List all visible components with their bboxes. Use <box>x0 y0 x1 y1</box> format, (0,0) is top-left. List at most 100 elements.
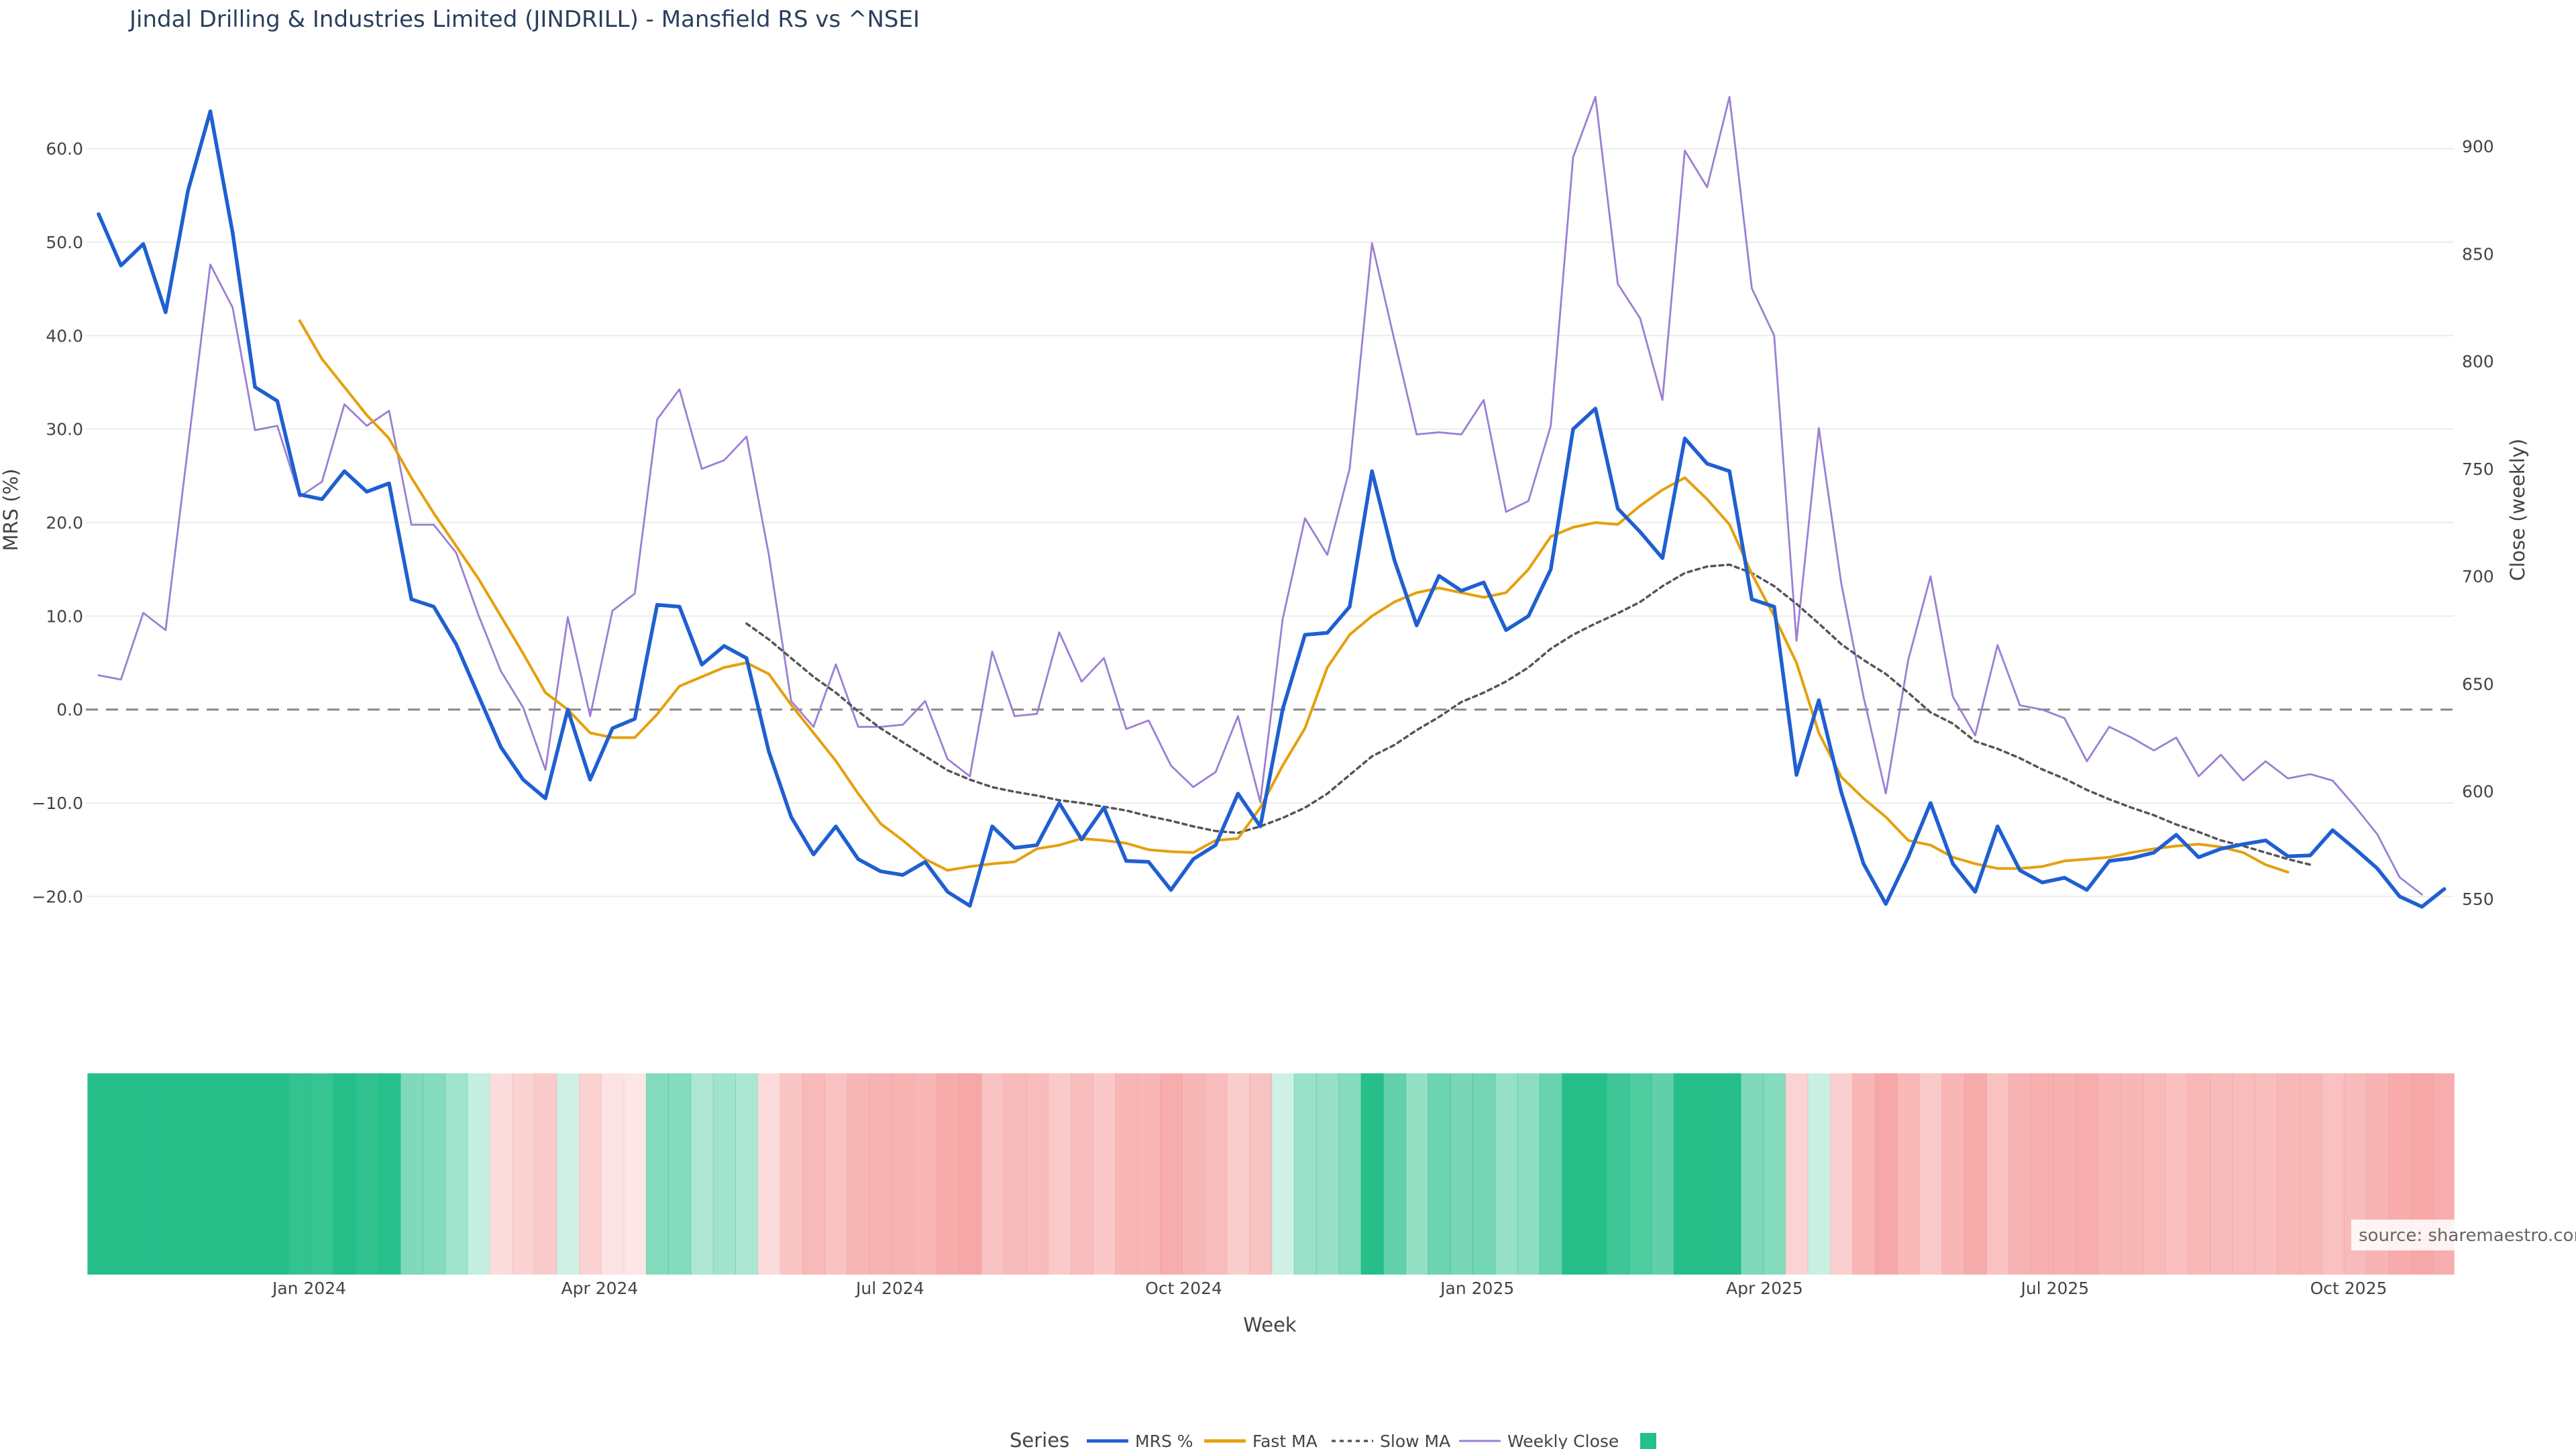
legend-swatch <box>1640 1433 1656 1449</box>
heat-cell <box>1316 1073 1340 1275</box>
heat-cell <box>1829 1073 1853 1275</box>
heat-cell <box>1271 1073 1295 1275</box>
series-layer <box>97 95 2447 909</box>
y2-tick-label: 900 <box>2462 137 2494 156</box>
x-tick-label: Apr 2025 <box>1726 1279 1803 1298</box>
y-axis-title: MRS (%) <box>0 469 22 551</box>
legend-label: Fast MA <box>1252 1432 1318 1449</box>
heat-cell <box>489 1073 513 1275</box>
heat-cell <box>1562 1073 1585 1275</box>
heat-cell <box>1986 1073 2010 1275</box>
legend-item[interactable]: MRS % <box>1087 1432 1193 1449</box>
legend-item[interactable]: Weekly Close <box>1459 1432 1619 1449</box>
heat-cell <box>1338 1073 1362 1275</box>
heat-cell <box>1941 1073 1965 1275</box>
legend-label: MRS % <box>1135 1432 1193 1449</box>
heat-cell <box>199 1073 222 1275</box>
heat-cell <box>2254 1073 2277 1275</box>
legend-item[interactable]: Fast MA <box>1204 1432 1318 1449</box>
heat-cell <box>2187 1073 2210 1275</box>
heat-cell <box>132 1073 156 1275</box>
heat-cell <box>1584 1073 1607 1275</box>
heat-cell <box>757 1073 781 1275</box>
left-axis-ticks: −20.0 −10.0 0.0 10.0 20.0 30.0 40.0 50.0 60.0 <box>32 140 83 907</box>
heat-cell <box>1472 1073 1496 1275</box>
heat-cell <box>601 1073 625 1275</box>
heat-cell <box>1763 1073 1786 1275</box>
heat-cell <box>1026 1073 1049 1275</box>
heat-cell <box>422 1073 445 1275</box>
chart-title: Jindal Drilling & Industries Limited (JI… <box>128 6 920 33</box>
heat-cell <box>959 1073 982 1275</box>
x-tick-label: Oct 2025 <box>2310 1279 2387 1298</box>
heat-cell <box>1629 1073 1652 1275</box>
heat-cell <box>1182 1073 1205 1275</box>
heat-cell <box>1852 1073 1876 1275</box>
heat-cell <box>311 1073 334 1275</box>
legend: Series MRS % Fast MA Slow MA Weekly Close <box>1010 1429 1656 1449</box>
series-line-fast-ma <box>298 319 2290 874</box>
heat-cell <box>712 1073 736 1275</box>
heat-cell <box>333 1073 356 1275</box>
x-tick-label: Jul 2024 <box>855 1279 924 1298</box>
heat-cell <box>1495 1073 1518 1275</box>
heat-cell <box>2277 1073 2300 1275</box>
legend-item[interactable]: Slow MA <box>1332 1432 1450 1449</box>
heat-cell <box>2232 1073 2255 1275</box>
heat-cell <box>356 1073 379 1275</box>
y2-tick-label: 650 <box>2462 674 2494 694</box>
x-tick-label: Jan 2024 <box>271 1279 346 1298</box>
heat-cell <box>467 1073 490 1275</box>
y2-tick-label: 850 <box>2462 244 2494 264</box>
heat-cell <box>378 1073 401 1275</box>
heat-cell <box>1517 1073 1540 1275</box>
heat-cell <box>802 1073 826 1275</box>
legend-item[interactable] <box>1640 1433 1656 1449</box>
heat-cell <box>1718 1073 1741 1275</box>
heat-cell <box>2143 1073 2166 1275</box>
y2-tick-label: 800 <box>2462 352 2494 372</box>
heat-cell <box>579 1073 602 1275</box>
heat-cell <box>2053 1073 2076 1275</box>
heat-cell <box>400 1073 423 1275</box>
heat-cell <box>87 1073 111 1275</box>
heat-cell <box>1383 1073 1406 1275</box>
x-tick-label: Apr 2024 <box>561 1279 639 1298</box>
y2-axis-title: Close (weekly) <box>2506 439 2529 581</box>
heat-cell <box>1360 1073 1384 1275</box>
y-tick-label: 60.0 <box>46 140 83 159</box>
heat-cell <box>1964 1073 1987 1275</box>
y-tick-label: 40.0 <box>46 326 83 345</box>
heat-cell <box>288 1073 312 1275</box>
heat-cell <box>154 1073 178 1275</box>
y-tick-label: 30.0 <box>46 420 83 439</box>
heat-cell <box>2321 1073 2345 1275</box>
heat-cell <box>534 1073 557 1275</box>
heat-cell <box>869 1073 892 1275</box>
series-line-slow-ma <box>745 563 2312 866</box>
y-tick-label: −10.0 <box>32 794 83 813</box>
y-tick-label: 10.0 <box>46 606 83 626</box>
y-tick-label: 20.0 <box>46 513 83 533</box>
heat-cell <box>936 1073 959 1275</box>
heat-cell <box>2299 1073 2322 1275</box>
heat-cell <box>1651 1073 1674 1275</box>
heat-cell <box>1785 1073 1809 1275</box>
legend-title: Series <box>1010 1429 1069 1449</box>
heat-cell <box>1428 1073 1451 1275</box>
heat-cell <box>623 1073 647 1275</box>
heat-cell <box>1159 1073 1183 1275</box>
y-tick-label: 0.0 <box>56 700 83 720</box>
x-tick-label: Jul 2025 <box>2019 1279 2089 1298</box>
x-tick-label: Oct 2024 <box>1145 1279 1222 1298</box>
y2-tick-label: 700 <box>2462 567 2494 586</box>
heat-cell <box>445 1073 468 1275</box>
series-line-weekly-close <box>97 95 2423 896</box>
source-box: source: sharemaestro.com <box>2351 1220 2576 1250</box>
legend-label: Slow MA <box>1380 1432 1450 1449</box>
heat-cell <box>176 1073 200 1275</box>
heat-cell <box>109 1073 133 1275</box>
y2-tick-label: 550 <box>2462 890 2494 909</box>
heat-cell <box>1070 1073 1093 1275</box>
